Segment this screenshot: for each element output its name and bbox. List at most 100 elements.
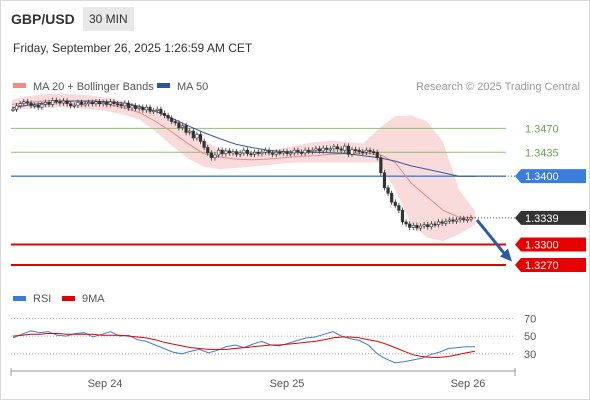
price-candle [126,102,131,109]
price-candle [227,150,231,154]
price-candle [343,145,347,151]
price-candle [296,149,300,153]
price-candle [310,149,314,152]
price-candle [36,104,40,108]
price-candle [220,149,224,154]
price-candle [79,102,84,105]
credit-text: Research © 2025 Trading Central [416,81,580,93]
price-candle [415,225,419,229]
price-candle [195,134,199,139]
price-candle [29,102,33,107]
price-candle [202,141,206,148]
x-axis-label: Sep 25 [270,378,305,390]
price-candle [400,210,405,223]
price-candle [325,147,329,150]
rsi-tick-label: 30 [524,349,536,361]
price-candle [375,151,379,159]
rsi-line [12,330,475,364]
level-label-resistance: 1.3470 [525,123,559,135]
price-candle [137,106,141,109]
price-candle [350,149,354,155]
price-candle [242,149,246,154]
price-candle [289,152,293,155]
price-candle [22,101,26,105]
price-candle [69,103,73,107]
legend-label: MA 50 [177,81,208,93]
price-candle [141,106,145,111]
rsi-legend-label: 9MA [82,293,105,305]
price-candle [458,218,462,221]
price-candle [58,101,62,104]
projection-arrow [475,218,508,257]
price-candle [245,149,250,154]
price-candle [40,104,44,108]
price-candle [90,102,94,105]
price-candle [198,134,203,142]
date-label: Friday, September 26, 2025 1:26:59 AM CE… [13,41,253,55]
price-candle [447,219,451,222]
price-candle [213,154,217,159]
price-candle [436,221,441,225]
price-candle [47,102,51,105]
projection-arrowhead [500,248,512,262]
price-candle [148,106,152,112]
price-candle [94,101,98,105]
price-candle [444,220,448,224]
price-candle [357,149,361,152]
price-candle [54,100,58,103]
price-candle [335,146,340,150]
price-candles [11,97,473,231]
price-candle [429,223,433,228]
price-candle [404,221,408,225]
timeframe-button[interactable]: 30 MIN [83,7,134,31]
price-candle [209,152,213,159]
price-candle [162,113,167,116]
price-candle [11,108,15,111]
price-candle [119,104,123,107]
level-tag-label: 1.3270 [525,260,559,272]
price-candle [332,146,336,150]
price-candle [451,219,455,222]
price-candle [152,110,156,113]
price-candle [25,101,30,104]
price-candle [238,152,242,155]
price-candle [364,149,369,153]
level-tag-label: 1.3400 [525,171,559,183]
level-tag-current [515,210,586,225]
price-candle [108,101,112,105]
price-candle [368,149,372,152]
rsi-legend-swatch [13,296,26,301]
price-candle [191,130,195,139]
level-tag-pivot [515,169,586,184]
price-candle [353,149,358,152]
price-candle [206,147,210,154]
price-candle [408,223,412,228]
price-candle [159,108,163,114]
price-candle [173,121,177,124]
price-candle [256,151,260,154]
level-label-resistance: 1.3435 [525,147,559,159]
price-candle [61,100,66,104]
legend-swatch [13,83,26,88]
price-candle [15,105,19,110]
price-candle [321,147,325,152]
price-candle [271,152,275,155]
rsi-legend-label: RSI [33,293,51,305]
price-candle [382,172,387,189]
price-candle [188,130,192,133]
symbol-label: GBP/USD [11,11,75,27]
price-candle [134,105,138,109]
price-candle [418,225,423,229]
price-candle [469,217,473,220]
price-candle [184,125,188,133]
price-candle [433,223,437,226]
price-candle [393,201,397,206]
price-candle [112,101,116,105]
price-candle [43,102,48,105]
price-candle [386,187,390,194]
price-candle [166,115,170,119]
price-candle [18,103,22,107]
level-tag-label: 1.3300 [525,239,559,251]
level-tag-support [515,257,586,272]
